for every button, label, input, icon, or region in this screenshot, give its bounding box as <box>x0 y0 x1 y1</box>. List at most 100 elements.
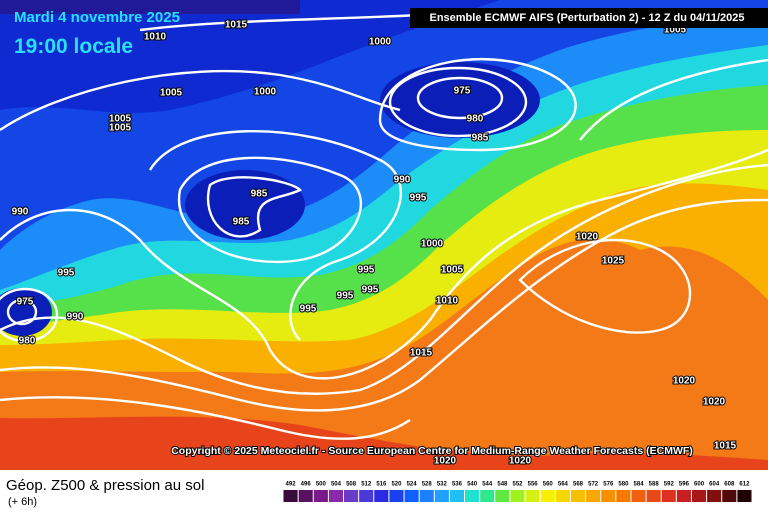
colorbar-label: 492 <box>286 482 297 488</box>
map-title: Mardi 4 novembre 2025 <box>14 9 180 26</box>
isobar-label: 995 <box>358 265 375 276</box>
isobar-label: 1000 <box>254 87 277 98</box>
isobar-label: 1005 <box>109 114 132 125</box>
isobar-label: 1010 <box>436 296 459 307</box>
colorbar-label: 576 <box>603 482 614 488</box>
colorbar-label: 588 <box>649 482 660 488</box>
colorbar-label: 512 <box>361 482 372 488</box>
isobar-label: 1005 <box>441 265 464 276</box>
colorbar-swatch <box>313 490 328 502</box>
colorbar-label: 564 <box>558 482 569 488</box>
colorbar-swatch <box>449 490 465 502</box>
colorbar-swatch <box>510 490 525 502</box>
colorbar-swatch <box>676 490 691 502</box>
isobar-label: 975 <box>454 86 471 97</box>
colorbar-label: 536 <box>452 482 463 488</box>
colorbar-label: 600 <box>694 482 705 488</box>
run-info: Ensemble ECMWF AIFS (Perturbation 2) - 1… <box>429 12 744 24</box>
colorbar-label: 612 <box>739 482 750 488</box>
colorbar-swatch <box>570 490 586 502</box>
colorbar-swatch <box>707 490 722 502</box>
colorbar-swatch <box>298 490 313 502</box>
colorbar-swatch <box>691 490 707 502</box>
isobar-label: 995 <box>362 285 379 296</box>
colorbar-label: 584 <box>634 482 645 488</box>
colorbar: 492 496 500 504 508 512 516 520 524 528 532 536 540 5… <box>283 482 752 502</box>
colorbar-label: 556 <box>528 482 539 488</box>
colorbar-label: 528 <box>422 482 433 488</box>
colorbar-label: 568 <box>573 482 584 488</box>
colorbar-label: 524 <box>407 482 418 488</box>
colorbar-label: 516 <box>376 482 387 488</box>
colorbar-label: 608 <box>724 482 735 488</box>
colorbar-label: 552 <box>512 482 523 488</box>
colorbar-swatch <box>389 490 404 502</box>
colorbar-swatch <box>404 490 419 502</box>
isobar-label: 1005 <box>109 123 132 134</box>
isobar-label: 1000 <box>369 37 392 48</box>
colorbar-swatch <box>540 490 555 502</box>
colorbar-swatch <box>465 490 480 502</box>
isobar-label: 990 <box>12 207 29 218</box>
isobar-label: 1020 <box>703 397 726 408</box>
map-subtitle: 19:00 locale <box>14 35 133 58</box>
isobar-label: 995 <box>58 268 75 279</box>
colorbar-swatch <box>586 490 601 502</box>
colorbar-swatch <box>495 490 510 502</box>
isobar-label: 995 <box>410 193 427 204</box>
colorbar-swatch <box>631 490 646 502</box>
isobar-label: 985 <box>251 189 268 200</box>
isobar-label: 1015 <box>410 348 433 359</box>
isobar-label: 1020 <box>673 376 696 387</box>
colorbar-label: 580 <box>618 482 629 488</box>
isobar-label: 1015 <box>225 20 248 31</box>
isobar-label: 990 <box>67 312 84 323</box>
colorbar-label: 604 <box>709 482 720 488</box>
isobar-label: 995 <box>337 291 354 302</box>
isobar-label: 1010 <box>144 32 167 43</box>
colorbar-swatch <box>480 490 495 502</box>
colorbar-swatch <box>661 490 676 502</box>
colorbar-label: 548 <box>497 482 508 488</box>
colorbar-swatch <box>283 490 298 502</box>
colorbar-label: 572 <box>588 482 599 488</box>
isobar-label: 1020 <box>509 456 532 467</box>
isobar-label: 1015 <box>714 441 737 452</box>
isobar-label: 990 <box>394 175 411 186</box>
colorbar-swatch <box>555 490 570 502</box>
colorbar-label: 544 <box>482 482 493 488</box>
isobar-label: 1020 <box>434 456 457 467</box>
colorbar-label: 592 <box>664 482 675 488</box>
colorbar-label: 496 <box>301 482 312 488</box>
colorbar-swatch <box>737 490 752 502</box>
isobars <box>0 13 768 440</box>
run-banner <box>410 8 768 28</box>
colorbar-swatch <box>601 490 616 502</box>
isobar-label: 995 <box>300 304 317 315</box>
legend-lead: (+ 6h) <box>8 496 37 508</box>
colorbar-label: 596 <box>679 482 690 488</box>
colorbar-swatch <box>646 490 661 502</box>
colorbar-swatch <box>616 490 631 502</box>
colorbar-swatch <box>525 490 540 502</box>
colorbar-label: 500 <box>316 482 327 488</box>
colorbar-swatch <box>722 490 737 502</box>
isobar-label: 980 <box>19 336 36 347</box>
colorbar-swatch <box>344 490 359 502</box>
isobar-label: 1020 <box>576 232 599 243</box>
isobar-label: 1000 <box>421 239 444 250</box>
isobar-label: 975 <box>17 297 34 308</box>
legend-title: Géop. Z500 & pression au sol <box>6 477 204 494</box>
isobar-label: 980 <box>467 114 484 125</box>
colorbar-label: 560 <box>543 482 554 488</box>
colorbar-label: 504 <box>331 482 342 488</box>
colorbar-swatch <box>434 490 449 502</box>
isobar-label: 985 <box>472 133 489 144</box>
colorbar-label: 532 <box>437 482 448 488</box>
colorbar-swatch <box>359 490 374 502</box>
colorbar-swatch <box>419 490 434 502</box>
colorbar-label: 508 <box>346 482 357 488</box>
isobar-label: 985 <box>233 217 250 228</box>
